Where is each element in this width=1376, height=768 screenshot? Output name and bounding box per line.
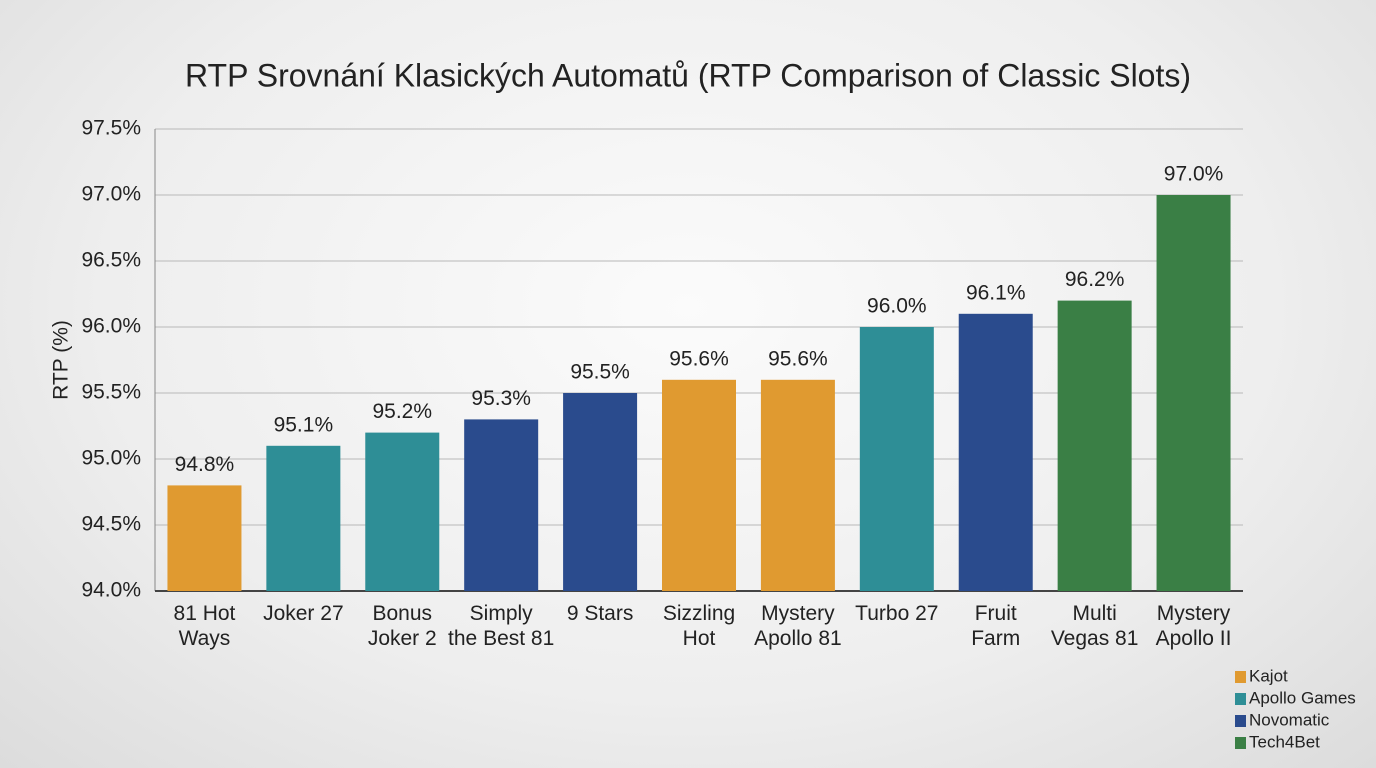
y-tick-label: 94.5% <box>81 513 141 536</box>
value-label: 94.8% <box>175 453 235 476</box>
y-tick-label: 97.5% <box>81 117 141 140</box>
bar <box>365 432 440 591</box>
x-tick-label: Turbo 27 <box>855 602 939 625</box>
bar <box>167 485 242 591</box>
legend-swatch <box>1235 715 1246 727</box>
x-tick-label: Bonus Joker 2 <box>367 602 437 650</box>
value-label: 95.6% <box>669 347 729 370</box>
chart-title: RTP Srovnání Klasických Automatů (RTP Co… <box>185 57 1191 93</box>
x-tick-label: Joker 27 <box>263 602 344 625</box>
value-label: 97.0% <box>1164 163 1224 186</box>
bar <box>266 445 341 591</box>
y-tick-label: 95.5% <box>81 381 141 404</box>
legend-swatch <box>1235 693 1246 705</box>
legend-label: Apollo Games <box>1249 688 1356 707</box>
x-tick-label: Simply the Best 81 <box>448 602 555 650</box>
legend-label: Tech4Bet <box>1249 732 1320 751</box>
legend-swatch <box>1235 671 1246 683</box>
y-tick-label: 94.0% <box>81 579 141 602</box>
bar <box>1156 195 1231 591</box>
legend-label: Novomatic <box>1249 710 1330 729</box>
bar <box>662 379 736 591</box>
bar <box>760 379 835 591</box>
x-tick-label: Mystery Apollo 81 <box>754 602 842 650</box>
x-tick-label: Fruit Farm <box>971 602 1021 650</box>
value-label: 95.1% <box>274 413 334 436</box>
y-tick-label: 96.0% <box>81 315 141 338</box>
y-tick-label: 95.0% <box>81 447 141 470</box>
value-label: 95.2% <box>372 400 432 423</box>
legend-swatch <box>1235 737 1246 749</box>
x-tick-label: Multi Vegas 81 <box>1050 602 1139 650</box>
value-label: 96.1% <box>966 281 1026 304</box>
value-label: 95.3% <box>471 387 531 410</box>
value-label: 95.5% <box>570 361 630 384</box>
x-tick-label: 81 Hot Ways <box>173 602 236 650</box>
y-axis-label: RTP (%) <box>50 320 73 400</box>
y-tick-label: 97.0% <box>81 183 141 206</box>
bar <box>958 313 1033 591</box>
x-tick-label: 9 Stars <box>566 602 634 625</box>
x-tick-label: Sizzling Hot <box>662 602 736 650</box>
value-label: 96.0% <box>867 295 927 318</box>
x-tick-label: Mystery Apollo II <box>1155 602 1232 650</box>
legend-label: Kajot <box>1249 666 1288 685</box>
value-label: 96.2% <box>1065 268 1125 291</box>
bar <box>563 393 638 591</box>
value-label: 95.6% <box>768 347 828 370</box>
bar <box>464 419 539 591</box>
bar <box>859 327 934 591</box>
bar <box>1057 300 1132 591</box>
y-tick-label: 96.5% <box>81 249 141 272</box>
